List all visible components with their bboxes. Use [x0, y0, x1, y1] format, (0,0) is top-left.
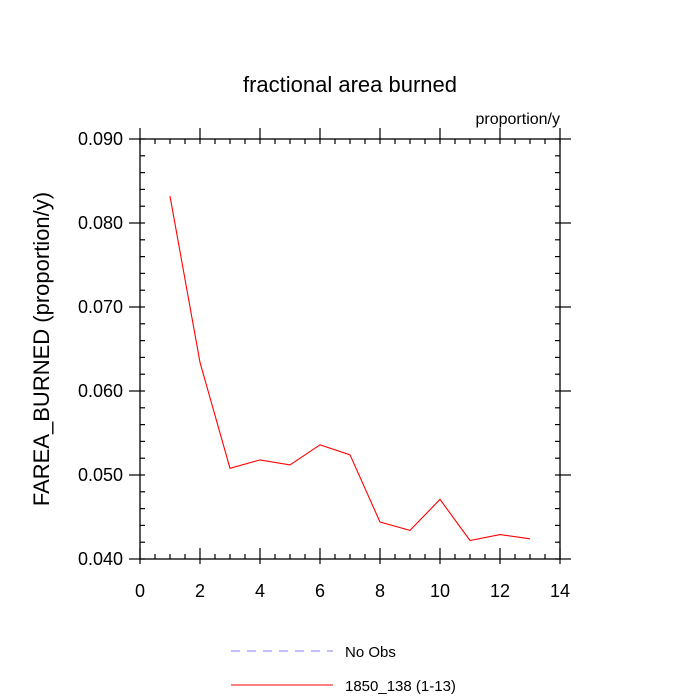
x-axis-ticks: [139, 128, 561, 564]
y-tick-label: 0.070: [78, 297, 123, 317]
x-axis-tick-labels: 0 2 4 6 8 10 12 14: [135, 581, 570, 601]
y-axis-ticks: [129, 138, 571, 560]
x-tick-label: 2: [195, 581, 205, 601]
x-tick-label: 0: [135, 581, 145, 601]
y-tick-label: 0.040: [78, 549, 123, 569]
legend-label: No Obs: [345, 644, 396, 661]
x-tick-label: 12: [490, 581, 510, 601]
y-axis-label: FAREA_BURNED (proportion/y): [29, 192, 54, 506]
plot-frame: [139, 138, 561, 560]
y-tick-label: 0.080: [78, 213, 123, 233]
series-line: [169, 196, 531, 542]
legend-label: 1850_138 (1-13): [345, 678, 456, 695]
y-tick-label: 0.060: [78, 381, 123, 401]
y-tick-label: 0.050: [78, 465, 123, 485]
x-tick-label: 14: [550, 581, 570, 601]
chart-title: fractional area burned: [243, 72, 457, 97]
x-tick-label: 4: [255, 581, 265, 601]
y-axis-tick-labels: 0.040 0.050 0.060 0.070 0.080 0.090: [78, 129, 123, 569]
x-tick-label: 10: [430, 581, 450, 601]
y-tick-label: 0.090: [78, 129, 123, 149]
series-layer: [169, 196, 531, 542]
x-tick-label: 8: [375, 581, 385, 601]
legend: No Obs 1850_138 (1-13): [231, 644, 456, 695]
x-tick-label: 6: [315, 581, 325, 601]
units-label: proportion/y: [476, 111, 561, 128]
